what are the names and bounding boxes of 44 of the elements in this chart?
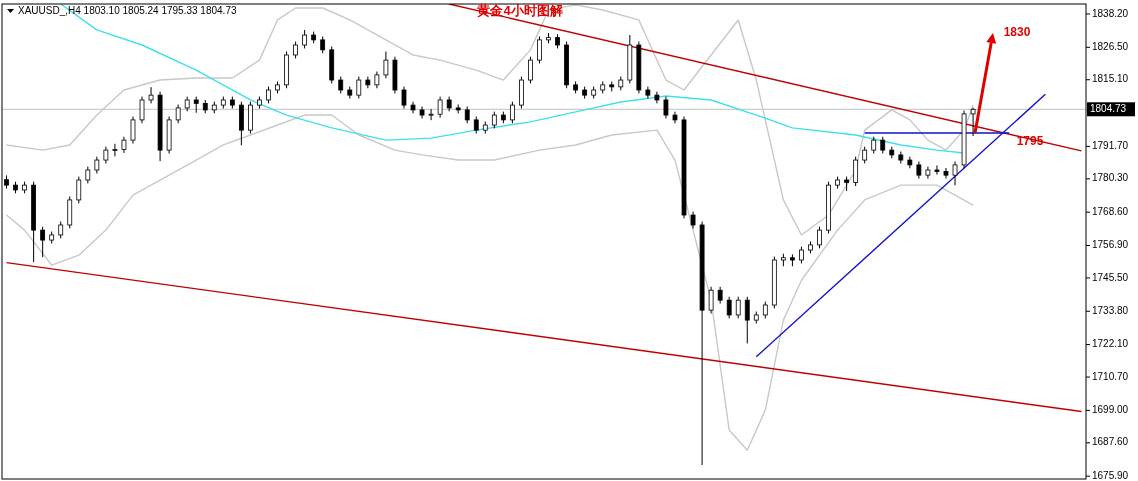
candlestick	[401, 86, 407, 110]
candlestick	[130, 115, 136, 145]
candlestick	[708, 286, 714, 315]
y-tick-label: 1768.60	[1092, 205, 1129, 217]
annotation: 1830	[1003, 25, 1031, 40]
candlestick	[437, 96, 443, 119]
y-tick-label: 1699.00	[1092, 404, 1129, 416]
candlestick	[663, 96, 669, 119]
y-tick-label: 1826.50	[1092, 40, 1129, 52]
candlestick	[139, 96, 145, 124]
candlestick	[76, 176, 82, 204]
y-tick-label: 1733.80	[1092, 304, 1129, 316]
candlestick	[356, 76, 362, 100]
candlestick	[744, 296, 750, 344]
candlestick	[735, 296, 741, 319]
candlestick	[934, 164, 940, 176]
candlestick	[383, 51, 389, 79]
y-tick-label: 1756.90	[1092, 239, 1129, 251]
candlestick	[853, 156, 859, 187]
y-tick-label: 1838.20	[1092, 7, 1129, 19]
y-tick-label: 1675.90	[1092, 469, 1129, 481]
candlestick	[40, 226, 46, 258]
y-tick-label: 1780.30	[1092, 172, 1129, 184]
candlestick	[817, 226, 822, 249]
candlestick	[112, 143, 118, 157]
candlestick	[148, 86, 154, 104]
candlestick	[952, 160, 958, 186]
candlestick	[726, 296, 732, 319]
candlestick	[537, 35, 542, 65]
y-tick-label: 1710.70	[1092, 370, 1129, 382]
y-tick-label: 1687.60	[1092, 436, 1129, 448]
y-tick-label: 1745.50	[1092, 271, 1129, 283]
candlestick	[943, 167, 949, 180]
line-series	[5, 114, 974, 451]
candlestick	[970, 107, 976, 137]
candlestick	[509, 101, 515, 124]
y-tick-label: 1791.70	[1092, 140, 1129, 152]
candlestick	[428, 108, 434, 121]
y-tick-label: 1815.10	[1092, 73, 1129, 85]
y-tick-label: 1722.10	[1092, 338, 1129, 350]
candlestick	[175, 104, 181, 124]
ref-line-label: 1804.73	[1090, 102, 1127, 114]
candlestick	[528, 56, 533, 84]
candlestick	[302, 29, 308, 49]
